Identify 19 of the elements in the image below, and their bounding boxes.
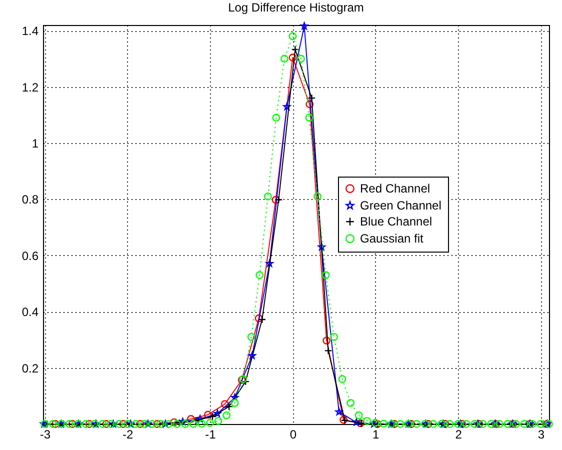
y-tick-label: 0.6	[22, 248, 39, 263]
y-tick-label: 1.4	[22, 24, 39, 38]
legend-label: Gaussian fit	[360, 232, 424, 246]
legend-label: Green Channel	[360, 198, 442, 213]
y-tick-label: 0.2	[22, 361, 39, 376]
y-tick-label: 1	[32, 136, 39, 151]
legend-label: Blue Channel	[360, 214, 432, 229]
x-tick-label: -3	[40, 428, 51, 442]
x-tick-label: -1	[205, 428, 216, 442]
x-tick-label: -2	[122, 428, 134, 442]
x-tick-label: 3	[538, 428, 545, 442]
x-tick-label: 0	[290, 428, 297, 442]
y-tick-label: 0.4	[22, 305, 39, 320]
y-tick-label: 1.2	[22, 80, 39, 94]
x-tick-label: 2	[455, 428, 462, 442]
chart-title: Log Difference Histogram	[228, 0, 364, 14]
y-tick-label: 0.8	[22, 192, 39, 207]
legend-label: Red Channel	[360, 182, 430, 196]
x-tick-label: 1	[372, 428, 380, 442]
